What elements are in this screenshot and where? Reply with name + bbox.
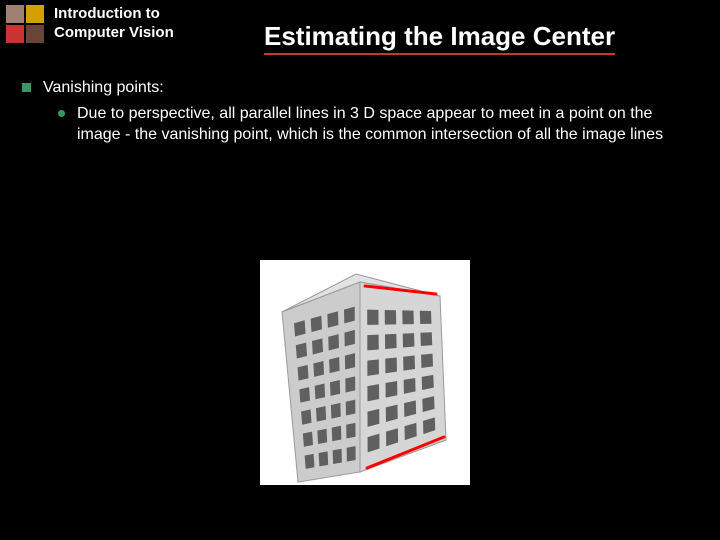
vanishing-point-figure [260, 260, 470, 485]
logo-block-br [26, 25, 44, 43]
square-bullet-icon [22, 83, 31, 92]
round-bullet-icon [58, 110, 65, 117]
slide-title: Estimating the Image Center [264, 21, 615, 55]
bullet-lvl2-text: Due to perspective, all parallel lines i… [77, 103, 690, 146]
course-line2: Computer Vision [54, 24, 224, 43]
logo-block-tl [6, 5, 24, 23]
content-block: Vanishing points: Due to perspective, al… [0, 77, 720, 146]
logo-block-tr [26, 5, 44, 23]
bullet-lvl1-text: Vanishing points: [43, 77, 164, 99]
bullet-lvl2: Due to perspective, all parallel lines i… [58, 103, 690, 146]
building-svg [260, 260, 470, 485]
course-line1: Introduction to [54, 5, 224, 24]
course-label: Introduction to Computer Vision [54, 5, 224, 43]
logo-grid [6, 5, 44, 43]
bullet-lvl1: Vanishing points: [22, 77, 690, 99]
header: Introduction to Computer Vision Estimati… [0, 0, 720, 55]
logo-block-bl [6, 25, 24, 43]
